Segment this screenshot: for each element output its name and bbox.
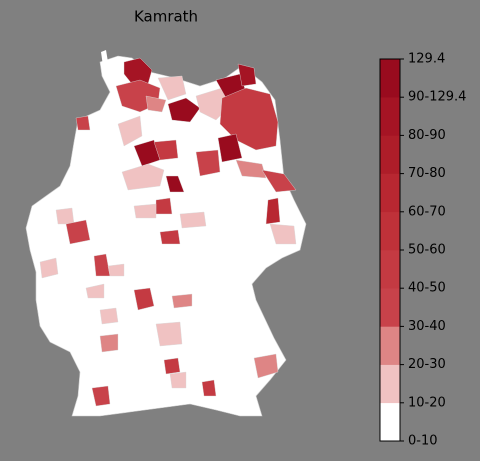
district: [163, 357, 181, 375]
colorbar-segment: [380, 326, 400, 365]
colorbar-label: 80-90: [408, 128, 446, 143]
map-title: Kamrath: [134, 8, 198, 26]
colorbar-label: 20-30: [408, 357, 446, 372]
district: [261, 169, 297, 193]
colorbar-segment: [380, 97, 400, 136]
district: [165, 175, 185, 193]
district: [107, 263, 125, 277]
colorbar-label: 60-70: [408, 204, 446, 219]
colorbar-label: 30-40: [408, 319, 446, 334]
island: [101, 50, 108, 66]
colorbar-label: 50-60: [408, 243, 446, 258]
colorbar-label: 129.4: [408, 52, 445, 67]
district: [55, 207, 75, 225]
colorbar-label: 10-20: [408, 395, 446, 410]
district: [169, 371, 187, 389]
colorbar-segment: [380, 402, 400, 442]
colorbar-segment: [380, 59, 400, 98]
district: [159, 229, 181, 245]
district: [155, 321, 183, 347]
colorbar-segment: [380, 288, 400, 327]
district: [253, 353, 279, 379]
district: [91, 385, 111, 407]
district: [171, 293, 193, 309]
district: [133, 203, 157, 219]
district: [237, 63, 257, 87]
district: [99, 307, 119, 325]
district: [153, 139, 179, 161]
district: [157, 75, 187, 101]
district: [75, 115, 91, 131]
colorbar-segment: [380, 250, 400, 289]
colorbar-label: 90-129.4: [408, 90, 466, 105]
colorbar-label: 70-80: [408, 166, 446, 181]
district: [265, 197, 281, 225]
district: [235, 159, 267, 179]
district: [145, 95, 167, 113]
colorbar-segment: [380, 135, 400, 174]
district: [117, 115, 143, 147]
colorbar-segment: [380, 211, 400, 251]
colorbar: 0-10 10-20 20-30 30-40 40-50 50-60 60-70 70-80 8…: [379, 52, 466, 449]
districts: [39, 57, 297, 407]
germany-map: [25, 50, 307, 417]
district: [179, 211, 207, 229]
district: [167, 97, 201, 123]
district: [201, 379, 217, 397]
colorbar-label: 40-50: [408, 281, 446, 296]
colorbar-segment: [380, 173, 400, 213]
district: [85, 283, 105, 299]
district: [195, 149, 221, 177]
colorbar-segment: [380, 364, 400, 404]
district: [155, 197, 173, 215]
colorbar-label: 0-10: [408, 434, 438, 449]
district: [65, 219, 91, 245]
district: [217, 133, 243, 163]
district: [269, 223, 297, 245]
district: [99, 333, 119, 353]
district: [133, 287, 155, 311]
district: [39, 257, 59, 279]
district: [121, 163, 165, 191]
